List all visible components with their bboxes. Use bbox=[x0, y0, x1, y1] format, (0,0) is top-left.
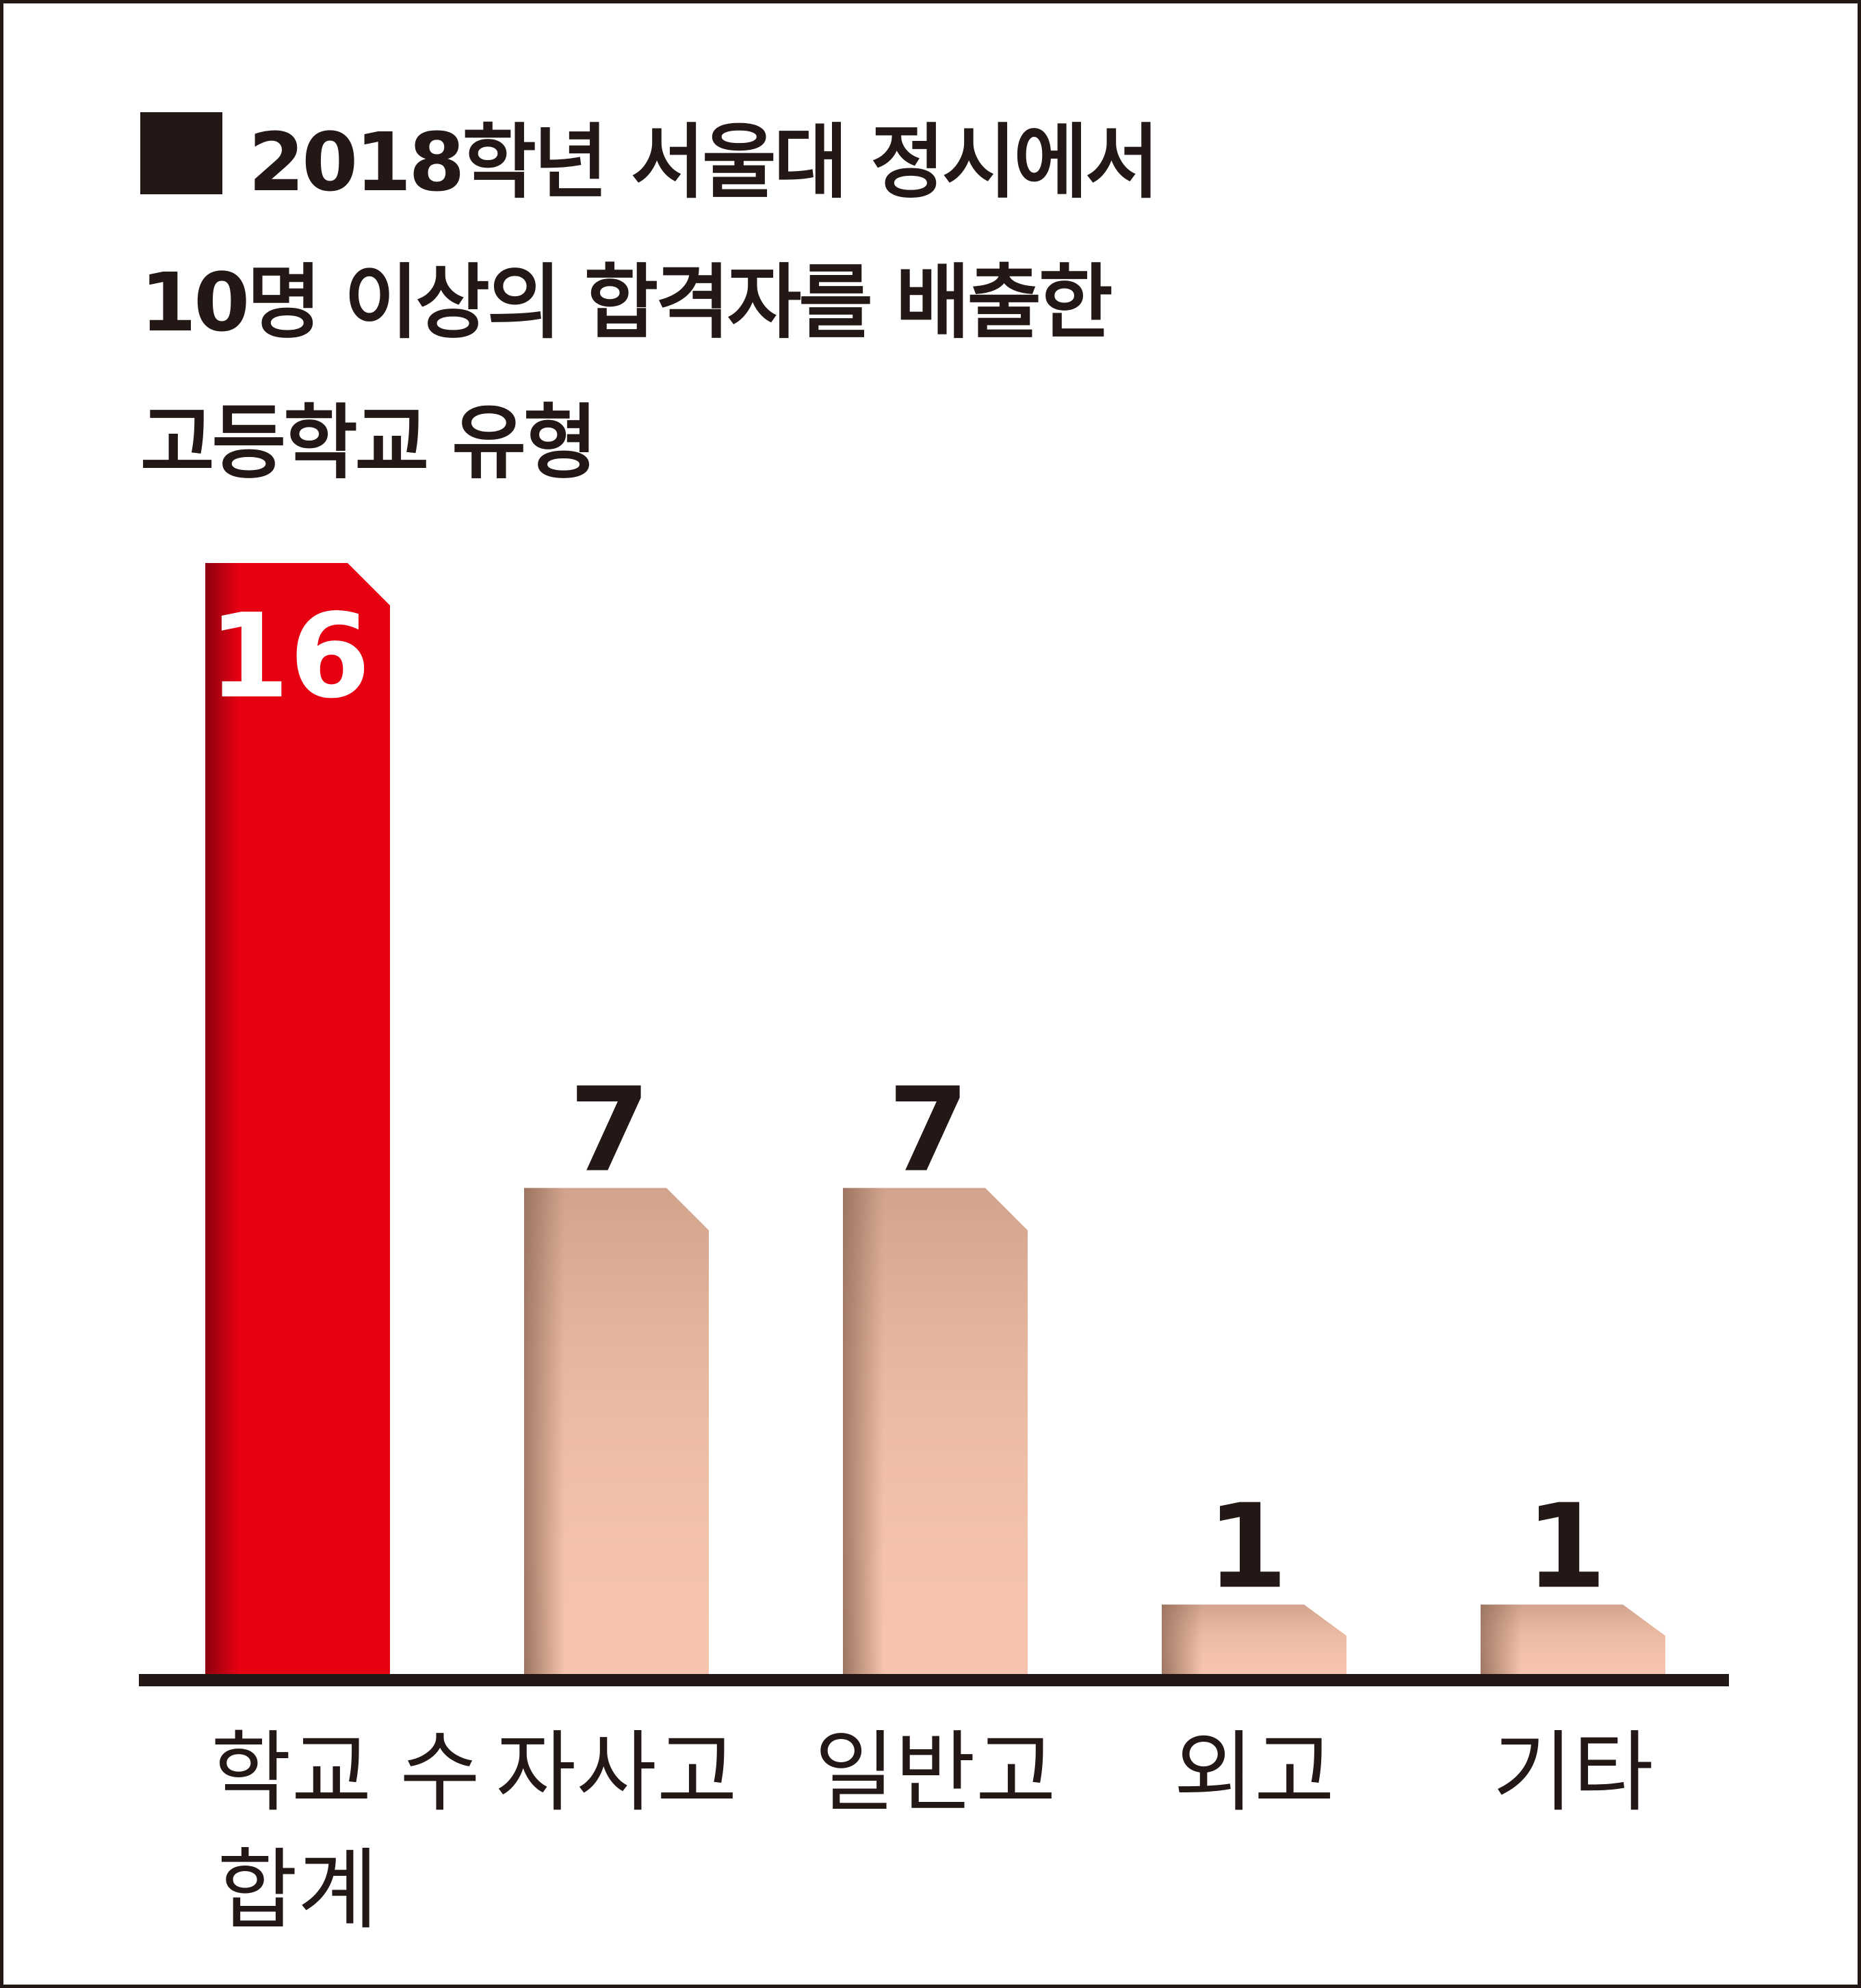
value-label-2: 7 bbox=[888, 1063, 969, 1199]
bar-shade-3 bbox=[1162, 1604, 1346, 1674]
value-label-4: 1 bbox=[1526, 1480, 1606, 1615]
category-label-1: 자사고 bbox=[495, 1722, 737, 1824]
labels-layer: 16 학교 수합계 7 자사고 7 일반고 1 외고 1 기타 bbox=[209, 589, 1654, 1941]
title-marker-icon bbox=[140, 112, 222, 194]
title-line-1-text: 2018학년 서울대 정시에서 bbox=[248, 115, 1160, 209]
title-line-3: 고등학교 유형 bbox=[140, 395, 597, 490]
title-line-1: 2018학년 서울대 정시에서 bbox=[140, 92, 1160, 233]
chart-title: 2018학년 서울대 정시에서 10명 이상의 합격자를 배출한 고등학교 유형 bbox=[140, 92, 1160, 513]
value-label-1: 7 bbox=[569, 1063, 650, 1199]
title-line-2: 10명 이상의 합격자를 배출한 bbox=[140, 255, 1113, 350]
bar-shade-2 bbox=[843, 1188, 1028, 1674]
value-label-0: 16 bbox=[209, 589, 371, 724]
bar-chart: 16 학교 수합계 7 자사고 7 일반고 1 외고 1 기타 bbox=[139, 563, 1729, 1941]
bar-0 bbox=[205, 563, 390, 1674]
category-label-2: 일반고 bbox=[814, 1722, 1056, 1824]
category-label-4: 기타 bbox=[1492, 1722, 1654, 1824]
category-label-3: 외고 bbox=[1173, 1722, 1335, 1824]
category-label-0-line-1: 합계 bbox=[217, 1840, 378, 1941]
bars-layer bbox=[205, 563, 1665, 1674]
bar-shade-1 bbox=[524, 1188, 709, 1674]
category-label-0-line-0: 학교 수 bbox=[211, 1722, 480, 1824]
value-label-3: 1 bbox=[1207, 1480, 1288, 1615]
bar-shade-4 bbox=[1481, 1604, 1665, 1674]
